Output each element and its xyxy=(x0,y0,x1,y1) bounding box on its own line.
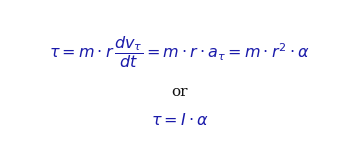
Text: $\tau = I \cdot \alpha$: $\tau = I \cdot \alpha$ xyxy=(150,112,208,128)
Text: $\tau = m \cdot r \, \dfrac{dv_{\tau}}{dt} = m \cdot r \cdot a_{\tau} = m \cdot : $\tau = m \cdot r \, \dfrac{dv_{\tau}}{d… xyxy=(49,35,310,70)
Text: or: or xyxy=(171,85,188,99)
